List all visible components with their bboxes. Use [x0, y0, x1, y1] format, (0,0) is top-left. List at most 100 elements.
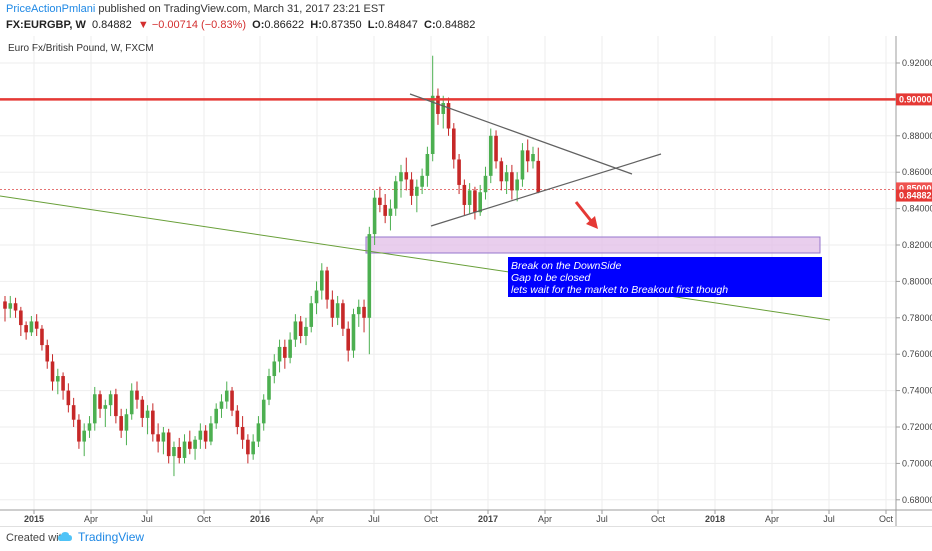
- candle-body: [251, 441, 255, 455]
- y-tick-label: 0.84000: [902, 204, 932, 214]
- x-tick-label: Apr: [765, 514, 779, 524]
- low-value: 0.84847: [378, 19, 418, 31]
- candle-body: [415, 186, 419, 196]
- candle-body: [504, 172, 509, 182]
- candle-body: [103, 405, 108, 409]
- x-tick-label: 2015: [24, 514, 44, 524]
- open-label: O:: [252, 19, 265, 31]
- candle-body: [351, 314, 356, 351]
- candle-body: [92, 394, 97, 424]
- candle-body: [119, 416, 123, 431]
- time-axis[interactable]: 2015 Apr Jul Oct 2016 Apr Jul Oct 2017 Apr Jul Oct 2…: [24, 510, 894, 524]
- candle-body: [140, 399, 145, 418]
- x-tick-label: Oct: [197, 514, 212, 524]
- candle-body: [452, 128, 456, 160]
- y-tick-label: 0.88000: [902, 131, 932, 141]
- candle-body: [399, 172, 403, 182]
- open-value: 0.86622: [264, 19, 305, 31]
- candle-body: [203, 430, 208, 442]
- symbol-label: FX:EURGBP, W: [6, 19, 86, 31]
- high-value: 0.87350: [321, 19, 362, 31]
- created-with-text: Created with: [6, 532, 68, 544]
- candle-body: [446, 103, 451, 129]
- candle-body: [77, 419, 81, 442]
- candle-body: [177, 447, 182, 458]
- author-link[interactable]: PriceActionPmlani: [6, 3, 96, 15]
- candle-body: [531, 154, 535, 162]
- chart-area[interactable]: Break on the DownSide Gap to be closed let…: [0, 36, 932, 526]
- candle-body: [378, 197, 382, 205]
- candle-body: [50, 361, 55, 382]
- candle-body: [230, 390, 234, 411]
- x-tick-label: Oct: [424, 514, 439, 524]
- candle-body: [288, 339, 292, 358]
- candle-body: [82, 430, 86, 442]
- candle-body: [525, 150, 530, 162]
- candle-body: [304, 326, 308, 336]
- price-axis[interactable]: 0.92000 0.90000 0.88000 0.86000 0.84000 0.820…: [896, 58, 932, 505]
- x-tick-label: Apr: [538, 514, 552, 524]
- candle-body: [256, 423, 261, 442]
- price-tag-label: 0.85000: [899, 183, 932, 193]
- gap-zone: [365, 236, 821, 254]
- candle-body: [145, 410, 150, 418]
- price-tag: [896, 93, 932, 106]
- candle-body: [129, 390, 134, 415]
- price-change: ▼ −0.00714 (−0.83%): [137, 19, 247, 31]
- x-tick-label: Apr: [84, 514, 98, 524]
- candles: [3, 55, 541, 477]
- candle-body: [13, 303, 18, 311]
- chart-header: PriceActionPmlani published on TradingVi…: [0, 0, 932, 36]
- candle-body: [71, 405, 76, 420]
- y-tick-label: 0.74000: [902, 386, 932, 396]
- candle-body: [341, 303, 345, 329]
- candle-body: [404, 172, 409, 180]
- y-tick-label: 0.80000: [902, 276, 932, 286]
- candle-body: [314, 290, 319, 304]
- y-tick-label: 0.76000: [902, 349, 932, 359]
- x-tick-label: Oct: [651, 514, 666, 524]
- annotation-box[interactable]: [508, 257, 822, 297]
- candle-body: [277, 346, 282, 362]
- candle-body: [488, 135, 493, 176]
- candle-body: [272, 361, 277, 377]
- tradingview-logo[interactable]: TradingView: [58, 530, 144, 544]
- drawings-back: [0, 188, 896, 321]
- y-tick-label: 0.82000: [902, 240, 932, 250]
- candle-body: [330, 299, 335, 318]
- candle-body: [193, 439, 197, 449]
- publish-text: published on TradingView.com, March 31, …: [95, 3, 385, 15]
- candle-body: [536, 160, 541, 193]
- candle-body: [124, 414, 129, 431]
- candle-body: [3, 301, 7, 309]
- publish-line: PriceActionPmlani published on TradingVi…: [6, 3, 385, 15]
- y-tick-label: 0.78000: [902, 313, 932, 323]
- candle-body: [267, 376, 271, 400]
- annotation-line: Break on the DownSide: [511, 260, 621, 272]
- candle-body: [283, 346, 287, 358]
- candle-body: [166, 432, 171, 457]
- candle-body: [372, 197, 377, 235]
- candle-body: [87, 423, 92, 431]
- candle-body: [40, 328, 44, 346]
- footer: Created with TradingView: [0, 526, 932, 551]
- arrow-head: [586, 216, 598, 229]
- y-tick-label: 0.92000: [902, 58, 932, 68]
- candle-body: [135, 390, 139, 400]
- annotation-line: lets wait for the market to Breakout fir…: [511, 284, 728, 296]
- candle-body: [510, 172, 514, 191]
- x-tick-label: 2016: [250, 514, 270, 524]
- candle-body: [425, 154, 430, 176]
- candle-body: [388, 208, 393, 216]
- y-tick-label: 0.72000: [902, 422, 932, 432]
- candle-body: [29, 321, 34, 333]
- down-arrow-icon: [574, 201, 598, 229]
- x-tick-label: Jul: [368, 514, 380, 524]
- y-tick-label: 0.86000: [902, 167, 932, 177]
- candle-body: [66, 390, 71, 406]
- long-trendline: [0, 195, 831, 321]
- candle-body: [520, 150, 525, 180]
- candle-body: [335, 303, 340, 318]
- close-label: C:: [424, 19, 436, 31]
